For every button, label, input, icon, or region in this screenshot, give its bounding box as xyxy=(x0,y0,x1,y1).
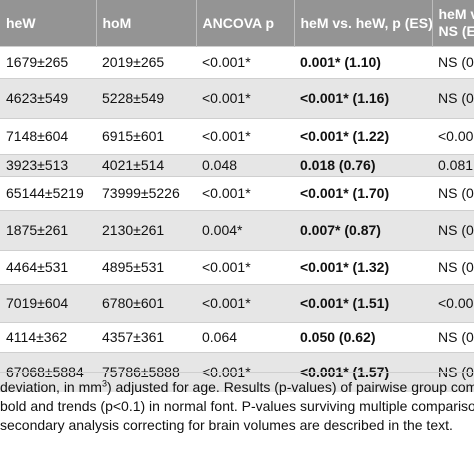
cell-hem-vs-hew: 0.050 (0.62) xyxy=(300,329,376,345)
cell-ancova-p: <0.001* xyxy=(202,295,251,311)
cell-hem-vs-hom: NS (0.60) xyxy=(438,185,474,201)
cell-hom: 4021±514 xyxy=(102,157,165,173)
cell-hom: 6915±601 xyxy=(102,128,165,144)
cell-hem-vs-hom: NS (0.60) xyxy=(438,329,474,345)
header-row: heW hoM ANCOVA p heM vs. heW, p (ES) heM… xyxy=(0,0,474,46)
cell-hew: 65144±5219 xyxy=(6,185,84,201)
cell-hew: 4623±549 xyxy=(6,90,69,106)
header-hew: heW xyxy=(0,0,97,46)
cell-hom: 2130±261 xyxy=(102,222,165,238)
cell-hom: 6780±601 xyxy=(102,295,165,311)
cell-ancova-p: <0.001* xyxy=(202,90,251,106)
cell-hem-vs-hom: NS (0.60) xyxy=(438,54,474,70)
cell-hew: 1875±261 xyxy=(6,222,69,238)
cell-hem-vs-hew: 0.007* (0.87) xyxy=(300,222,381,238)
header-hem-vs-hom-line1: heM v xyxy=(438,5,474,22)
header-ancova-p: ANCOVA p xyxy=(196,0,295,46)
cell-hem-vs-hew: <0.001* (1.16) xyxy=(300,90,390,106)
table-row: 65144±5219 73999±5226 <0.001* <0.001* (1.70… xyxy=(0,176,474,210)
cell-hem-vs-hom: NS (0.60) xyxy=(438,222,474,238)
header-hem-vs-hew: heM vs. heW, p (ES) xyxy=(294,0,433,46)
cell-hom: 73999±5226 xyxy=(102,185,180,201)
cell-hom: 4357±361 xyxy=(102,329,165,345)
cell-ancova-p: 0.048 xyxy=(202,157,238,173)
footnote-line-1: deviation, in mm3) adjusted for age. Res… xyxy=(0,378,474,395)
cell-hem-vs-hom: NS (0.60) xyxy=(438,90,474,106)
header-hem-vs-hom: heM v NS (ES) xyxy=(432,0,474,46)
table-row: 3923±513 4021±514 0.048 0.018 (0.76) 0.081 xyxy=(0,154,474,176)
cell-hem-vs-hom: <0.001 xyxy=(438,128,474,144)
table-row: 1679±265 2019±265 <0.001* 0.001* (1.10) NS (… xyxy=(0,46,474,78)
cell-hom: 2019±265 xyxy=(102,54,165,70)
cell-hem-vs-hom: 0.081 xyxy=(438,157,474,173)
table-row: 4623±549 5228±549 <0.001* <0.001* (1.16) NS … xyxy=(0,78,474,118)
cell-hem-vs-hew: 0.001* (1.10) xyxy=(300,54,381,70)
footnote-line-2: bold and trends (p<0.1) in normal font. … xyxy=(0,398,474,414)
cell-ancova-p: <0.001* xyxy=(202,128,251,144)
cell-ancova-p: <0.001* xyxy=(202,259,251,275)
cell-ancova-p: <0.001* xyxy=(202,54,251,70)
cell-hew: 4464±531 xyxy=(6,259,69,275)
footnote-line-3: secondary analysis correcting for brain … xyxy=(0,417,453,433)
cell-hem-vs-hew: <0.001* (1.32) xyxy=(300,259,390,275)
cell-hew: 4114±362 xyxy=(6,329,68,345)
cell-hem-vs-hew: <0.001* (1.22) xyxy=(300,128,390,144)
cell-hem-vs-hew: <0.001* (1.51) xyxy=(300,295,390,311)
table-header: heW hoM ANCOVA p heM vs. heW, p (ES) heM… xyxy=(0,0,474,46)
table-bottom-rule xyxy=(0,372,474,373)
cell-hem-vs-hom: <0.00 xyxy=(438,295,474,311)
cell-ancova-p: <0.001* xyxy=(202,185,251,201)
table-row: 4114±362 4357±361 0.064 0.050 (0.62) NS (0.6… xyxy=(0,322,474,352)
results-table: heW hoM ANCOVA p heM vs. heW, p (ES) heM… xyxy=(0,0,474,392)
table-footnote: deviation, in mm3) adjusted for age. Res… xyxy=(0,378,474,435)
cell-hom: 5228±549 xyxy=(102,90,165,106)
table-row: 7148±604 6915±601 <0.001* <0.001* (1.22) <0.… xyxy=(0,118,474,154)
cell-ancova-p: 0.064 xyxy=(202,329,238,345)
cell-hew: 7019±604 xyxy=(6,295,69,311)
cell-hem-vs-hom: NS (0.60) xyxy=(438,259,474,275)
header-hem-vs-hom-line2: NS (ES) xyxy=(438,22,474,39)
table-body: 1679±265 2019±265 <0.001* 0.001* (1.10) NS (… xyxy=(0,46,474,392)
cell-hom: 4895±531 xyxy=(102,259,165,275)
table-row: 1875±261 2130±261 0.004* 0.007* (0.87) NS (0… xyxy=(0,210,474,250)
cell-hew: 3923±513 xyxy=(6,157,69,173)
cell-ancova-p: 0.004* xyxy=(202,222,243,238)
table-row: 4464±531 4895±531 <0.001* <0.001* (1.32) NS … xyxy=(0,250,474,284)
cell-hem-vs-hew: <0.001* (1.70) xyxy=(300,185,390,201)
table-row: 7019±604 6780±601 <0.001* <0.001* (1.51) <0.… xyxy=(0,284,474,322)
cell-hem-vs-hew: 0.018 (0.76) xyxy=(300,157,376,173)
footnote-superscript: 3 xyxy=(101,378,107,389)
header-hom: hoM xyxy=(96,0,197,46)
cell-hew: 1679±265 xyxy=(6,54,69,70)
cell-hew: 7148±604 xyxy=(6,128,69,144)
